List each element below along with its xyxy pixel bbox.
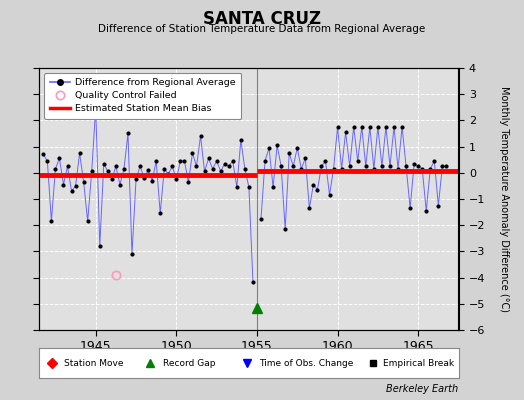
Text: SANTA CRUZ: SANTA CRUZ <box>203 10 321 28</box>
Text: Difference of Station Temperature Data from Regional Average: Difference of Station Temperature Data f… <box>99 24 425 34</box>
Y-axis label: Monthly Temperature Anomaly Difference (°C): Monthly Temperature Anomaly Difference (… <box>499 86 509 312</box>
Text: Station Move: Station Move <box>64 358 124 368</box>
Legend: Difference from Regional Average, Quality Control Failed, Estimated Station Mean: Difference from Regional Average, Qualit… <box>44 73 242 119</box>
Text: Time of Obs. Change: Time of Obs. Change <box>259 358 354 368</box>
Text: Record Gap: Record Gap <box>163 358 215 368</box>
Text: Empirical Break: Empirical Break <box>383 358 454 368</box>
Text: Berkeley Earth: Berkeley Earth <box>386 384 458 394</box>
